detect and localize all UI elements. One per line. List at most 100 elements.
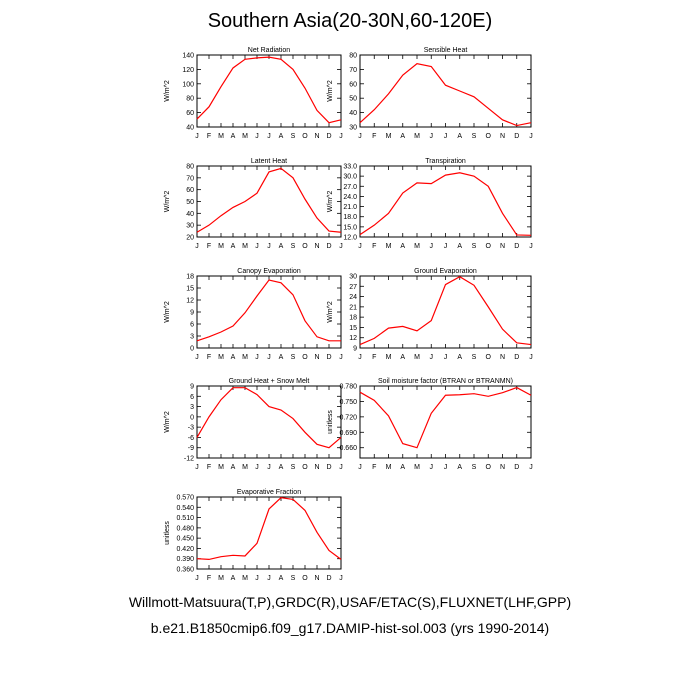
x-tick-label: F	[207, 354, 211, 361]
case-name-caption: b.e21.B1850cmip6.f09_g17.DAMIP-hist-sol.…	[150, 620, 550, 636]
x-tick-label: A	[231, 575, 236, 582]
panel-title: Net Radiation	[248, 47, 291, 54]
x-tick-label: N	[500, 133, 505, 140]
y-tick-label: 40	[186, 125, 194, 132]
x-tick-label: N	[500, 243, 505, 250]
y-tick-label: 20	[186, 235, 194, 242]
x-tick-label: M	[414, 243, 420, 250]
page-title: Southern Asia(20-30N,60-120E)	[207, 10, 493, 32]
series-line	[196, 497, 342, 561]
series-line	[359, 275, 532, 346]
x-tick-label: O	[302, 575, 308, 582]
x-tick-label: A	[231, 354, 236, 361]
y-tick-label: 15.0	[343, 224, 357, 231]
x-tick-label: J	[267, 243, 271, 250]
y-tick-label: 12	[349, 335, 357, 342]
y-tick-label: 6	[190, 394, 194, 401]
x-tick-label: M	[218, 243, 224, 250]
x-tick-label: J	[339, 464, 343, 471]
y-tick-label: 120	[182, 67, 194, 74]
y-tick-label: 50	[186, 199, 194, 206]
x-tick-label: J	[529, 133, 533, 140]
x-tick-label: S	[291, 575, 296, 582]
y-tick-label: 0.450	[176, 536, 194, 543]
x-tick-label: A	[457, 354, 462, 361]
y-tick-label: 33.0	[343, 164, 357, 171]
x-tick-label: J	[358, 354, 362, 361]
y-axis-label: unitless	[164, 521, 171, 545]
x-tick-label: J	[255, 575, 259, 582]
x-tick-label: F	[207, 133, 211, 140]
series-line	[359, 172, 532, 236]
x-tick-label: J	[267, 575, 271, 582]
x-tick-label: D	[326, 575, 331, 582]
plot-frame	[359, 54, 532, 128]
panel-title: Evaporative Fraction	[237, 489, 301, 496]
panel-title: Ground Evaporation	[414, 268, 477, 275]
x-tick-label: S	[472, 464, 477, 471]
x-tick-label: D	[514, 464, 519, 471]
x-tick-label: J	[255, 464, 259, 471]
y-tick-label: 6	[190, 322, 194, 329]
x-tick-label: A	[400, 354, 405, 361]
x-tick-label: D	[326, 243, 331, 250]
x-tick-label: O	[302, 464, 308, 471]
x-tick-label: D	[514, 354, 519, 361]
y-tick-label: 0.510	[176, 515, 194, 522]
x-tick-label: A	[457, 243, 462, 250]
x-tick-label: D	[326, 464, 331, 471]
y-tick-label: 0.420	[176, 546, 194, 553]
series-line	[359, 62, 532, 127]
x-tick-label: N	[500, 464, 505, 471]
x-tick-label: S	[291, 354, 296, 361]
x-tick-label: D	[514, 243, 519, 250]
y-tick-label: 27	[349, 284, 357, 291]
x-tick-label: M	[242, 243, 248, 250]
x-tick-label: M	[242, 464, 248, 471]
x-tick-label: J	[529, 243, 533, 250]
x-tick-label: A	[279, 243, 284, 250]
x-tick-label: O	[302, 133, 308, 140]
x-tick-label: J	[444, 133, 448, 140]
x-tick-label: A	[279, 464, 284, 471]
x-tick-label: S	[472, 354, 477, 361]
y-tick-label: 15	[186, 286, 194, 293]
x-tick-label: F	[207, 575, 211, 582]
x-tick-label: J	[339, 133, 343, 140]
x-tick-label: M	[218, 575, 224, 582]
x-tick-label: J	[444, 464, 448, 471]
y-axis-label: W/m^2	[327, 80, 334, 102]
y-tick-label: 40	[186, 211, 194, 218]
y-tick-label: 3	[190, 404, 194, 411]
x-tick-label: N	[314, 133, 319, 140]
panel-title: Canopy Evaporation	[237, 268, 301, 275]
x-tick-label: D	[326, 354, 331, 361]
y-tick-label: 15	[349, 325, 357, 332]
plot-frame	[196, 385, 342, 459]
y-tick-label: 0.660	[339, 445, 357, 452]
x-tick-label: S	[291, 133, 296, 140]
x-tick-label: F	[372, 243, 376, 250]
x-tick-label: J	[195, 133, 199, 140]
y-tick-label: 80	[349, 53, 357, 60]
x-tick-label: O	[486, 243, 492, 250]
x-tick-label: J	[430, 354, 434, 361]
x-tick-label: A	[231, 133, 236, 140]
series-line	[359, 386, 532, 449]
y-tick-label: 60	[186, 110, 194, 117]
x-tick-label: S	[291, 464, 296, 471]
x-tick-label: A	[231, 464, 236, 471]
y-tick-label: 50	[349, 96, 357, 103]
x-tick-label: J	[529, 464, 533, 471]
x-tick-label: J	[195, 243, 199, 250]
series-line	[196, 387, 342, 449]
x-tick-label: M	[414, 133, 420, 140]
y-tick-label: 18	[349, 315, 357, 322]
x-tick-label: S	[291, 243, 296, 250]
x-tick-label: F	[372, 354, 376, 361]
y-tick-label: 21	[349, 304, 357, 311]
y-tick-label: 70	[186, 175, 194, 182]
x-tick-label: M	[414, 354, 420, 361]
